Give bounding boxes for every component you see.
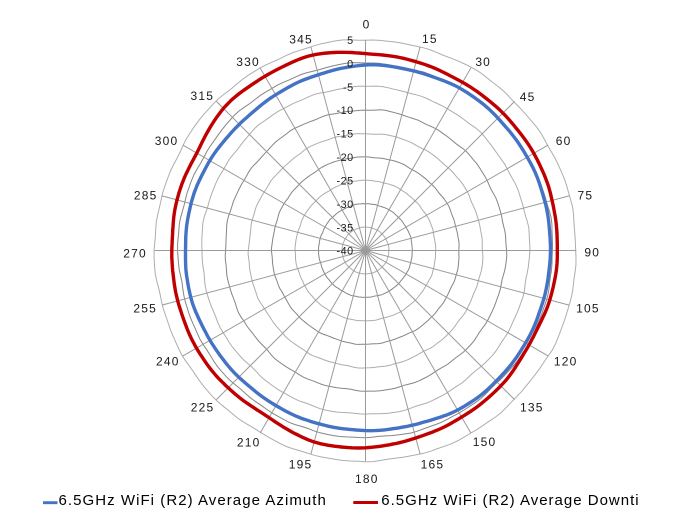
svg-text:-35: -35 [336, 222, 353, 234]
svg-text:5: 5 [347, 35, 354, 47]
svg-text:0: 0 [363, 17, 371, 31]
svg-text:255: 255 [133, 302, 157, 316]
svg-text:165: 165 [421, 458, 445, 472]
svg-text:135: 135 [520, 400, 544, 414]
svg-text:240: 240 [156, 354, 180, 368]
svg-text:300: 300 [155, 134, 179, 148]
svg-text:30: 30 [475, 55, 491, 69]
svg-text:75: 75 [578, 188, 594, 202]
svg-text:-10: -10 [336, 105, 353, 117]
svg-text:-40: -40 [336, 246, 353, 258]
svg-text:45: 45 [520, 90, 536, 104]
svg-text:330: 330 [236, 55, 260, 69]
svg-text:6.5GHz WiFi (R2) Average Downt: 6.5GHz WiFi (R2) Average Downti [381, 492, 639, 509]
svg-text:-5: -5 [343, 82, 354, 94]
svg-text:270: 270 [123, 247, 147, 261]
svg-text:-20: -20 [336, 152, 353, 164]
svg-text:120: 120 [554, 355, 578, 369]
svg-text:90: 90 [584, 245, 600, 259]
svg-text:-15: -15 [336, 129, 353, 141]
svg-text:0: 0 [347, 58, 354, 70]
svg-text:6.5GHz WiFi (R2) Average Azimu: 6.5GHz WiFi (R2) Average Azimuth [59, 492, 327, 509]
svg-text:-30: -30 [336, 199, 353, 211]
svg-text:-25: -25 [336, 175, 353, 187]
svg-text:195: 195 [289, 458, 313, 472]
svg-text:150: 150 [473, 435, 497, 449]
svg-text:210: 210 [237, 436, 261, 450]
svg-text:315: 315 [190, 89, 214, 103]
svg-text:285: 285 [134, 188, 158, 202]
svg-text:225: 225 [191, 400, 215, 414]
svg-text:345: 345 [289, 32, 313, 46]
svg-text:15: 15 [422, 32, 438, 46]
svg-text:60: 60 [556, 134, 572, 148]
svg-text:180: 180 [355, 472, 379, 486]
svg-text:105: 105 [576, 301, 600, 315]
